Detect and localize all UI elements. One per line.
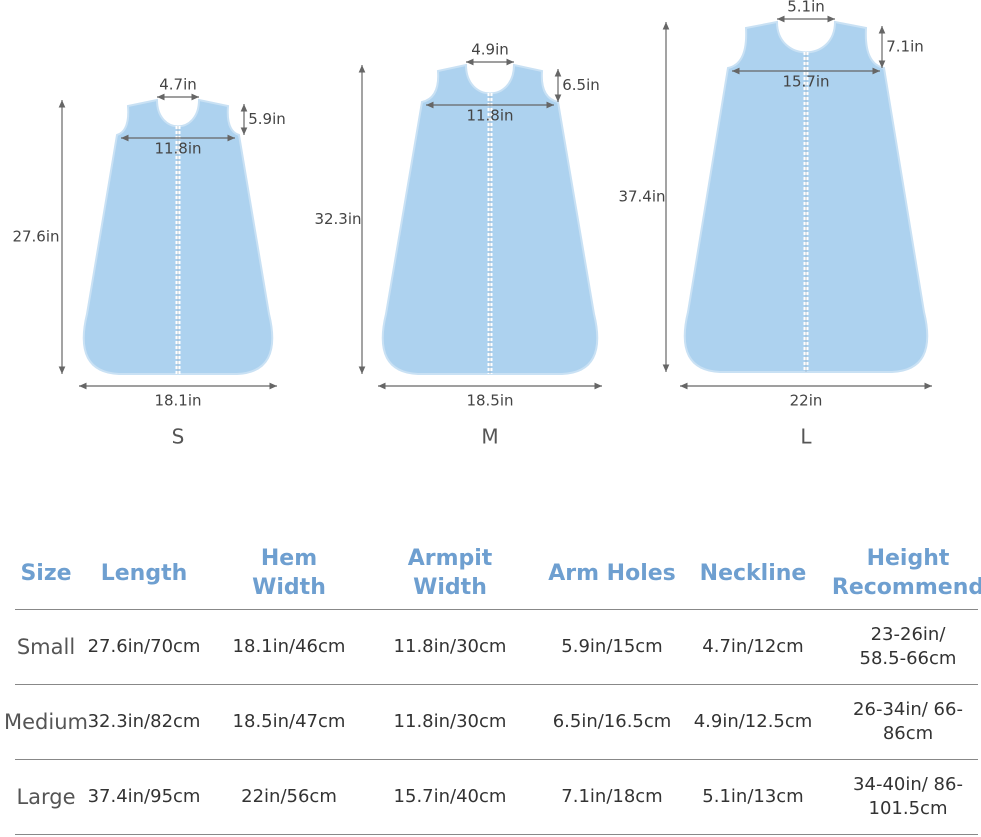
arm-hole-label: 6.5in: [562, 76, 600, 94]
table-cell: 4.9in/12.5cm: [693, 711, 813, 732]
row-rule: [15, 684, 978, 685]
arm-hole-label: 5.9in: [248, 110, 286, 128]
arm-hole-label: 7.1in: [886, 38, 924, 56]
hem-label: 18.1in: [154, 392, 201, 410]
row-rule: [15, 609, 978, 610]
length-label: 37.4in: [618, 188, 665, 206]
table-cell: 6.5in/16.5cm: [552, 711, 672, 732]
armpit-label: 15.7in: [782, 73, 829, 91]
table-cell: 4.7in/12cm: [702, 636, 804, 657]
table-cell: 23-26in/ 58.5-66cm: [859, 624, 957, 669]
table-cell: 5.9in/15cm: [561, 636, 663, 657]
neckline-label: 5.1in: [787, 0, 825, 16]
table-cell: 18.5in/47cm: [232, 711, 346, 732]
table-cell: 34-40in/ 86-101.5cm: [853, 774, 963, 819]
row-rule: [15, 834, 978, 835]
table-cell: Neckline: [699, 560, 807, 586]
row-rule: [15, 759, 978, 760]
table-cell: Size: [20, 560, 72, 586]
size-letter: M: [481, 425, 498, 449]
table-cell: Armpit Width: [407, 546, 493, 600]
length-label: 27.6in: [12, 228, 59, 246]
neckline-label: 4.9in: [471, 41, 509, 59]
table-cell: Arm Holes: [548, 560, 676, 586]
length-label: 32.3in: [314, 210, 361, 228]
hem-label: 18.5in: [466, 392, 513, 410]
table-cell: Length: [100, 560, 188, 586]
table-cell: 11.8in/30cm: [393, 636, 507, 657]
size-letter: L: [800, 425, 812, 449]
armpit-label: 11.8in: [154, 140, 201, 158]
table-cell: Large: [16, 785, 76, 809]
size-diagram: 4.7in 11.8in 5.9in 27.6in 18.1in S 4.9in 11.8in…: [12, 0, 932, 449]
table-cell: Hem Width: [252, 546, 326, 600]
table-cell: 37.4in/95cm: [87, 786, 201, 807]
size-letter: S: [172, 425, 185, 449]
table-cell: 18.1in/46cm: [232, 636, 346, 657]
neckline-label: 4.7in: [159, 76, 197, 94]
table-cell: Medium: [4, 710, 88, 734]
table-cell: Height Recommend: [831, 546, 981, 600]
table-cell: 27.6in/70cm: [87, 636, 201, 657]
table-cell: 15.7in/40cm: [393, 786, 507, 807]
table-cell: Small: [16, 635, 76, 659]
table-cell: 7.1in/18cm: [561, 786, 663, 807]
table-cell: 5.1in/13cm: [702, 786, 804, 807]
table-cell: 26-34in/ 66-86cm: [853, 699, 963, 744]
table-cell: 22in/56cm: [241, 786, 337, 807]
armpit-label: 11.8in: [466, 107, 513, 125]
table-cell: 11.8in/30cm: [393, 711, 507, 732]
table-cell: 32.3in/82cm: [87, 711, 201, 732]
hem-label: 22in: [790, 392, 823, 410]
